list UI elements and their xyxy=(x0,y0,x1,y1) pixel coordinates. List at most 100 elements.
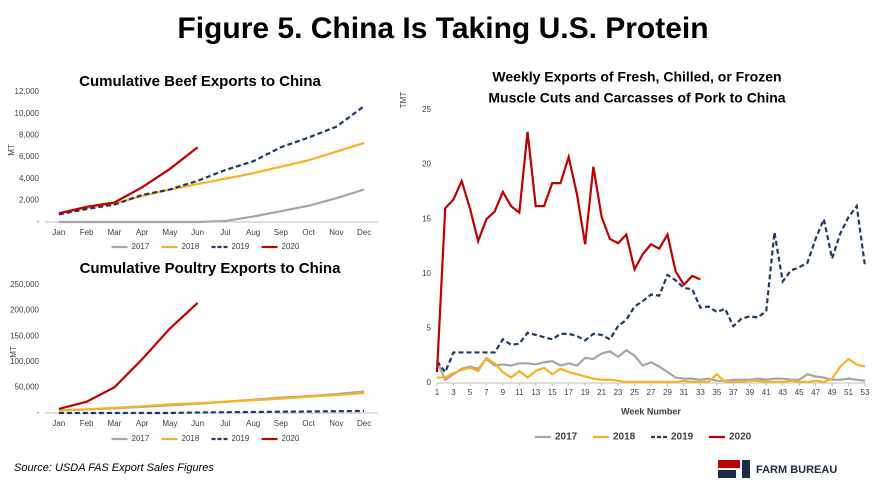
chart-title: Weekly Exports of Fresh, Chilled, or Fro… xyxy=(492,69,781,85)
x-tick-label: 13 xyxy=(531,388,540,397)
y-tick-label: 10,000 xyxy=(15,109,40,118)
x-tick-label: 23 xyxy=(614,388,623,397)
x-axis-label: Week Number xyxy=(621,406,681,416)
y-tick-label: 20 xyxy=(422,160,431,169)
logo-text: FARM BUREAU xyxy=(756,464,837,476)
source-note: Source: USDA FAS Export Sales Figures xyxy=(14,462,214,474)
series-line xyxy=(58,391,365,412)
x-tick-label: 5 xyxy=(468,388,473,397)
x-tick-label: 43 xyxy=(778,388,787,397)
x-tick-label: 37 xyxy=(729,388,738,397)
y-axis-label: TMT xyxy=(399,92,408,109)
x-tick-label: May xyxy=(162,419,177,428)
x-tick-label: 29 xyxy=(663,388,672,397)
y-tick-label: 8,000 xyxy=(19,130,40,139)
x-tick-label: Nov xyxy=(329,419,343,428)
y-tick-label: 25 xyxy=(422,105,431,114)
x-tick-label: Dec xyxy=(357,419,371,428)
x-tick-label: Apr xyxy=(136,228,149,237)
y-tick-label: 200,000 xyxy=(10,306,39,315)
x-tick-label: 1 xyxy=(435,388,440,397)
y-tick-label: 10 xyxy=(422,269,431,278)
y-tick-label: 100,000 xyxy=(10,357,39,366)
x-tick-label: May xyxy=(162,228,177,237)
x-tick-label: Sep xyxy=(274,419,289,428)
x-tick-label: 19 xyxy=(581,388,590,397)
series-line xyxy=(58,188,365,224)
x-tick-label: Feb xyxy=(80,228,94,237)
x-tick-label: Aug xyxy=(246,419,260,428)
x-tick-label: 51 xyxy=(844,388,853,397)
x-tick-label: 45 xyxy=(795,388,804,397)
y-tick-label: 15 xyxy=(422,214,431,223)
x-tick-label: Aug xyxy=(246,228,260,237)
x-tick-label: Mar xyxy=(107,419,121,428)
x-tick-label: 47 xyxy=(811,388,820,397)
legend-label: 2017 xyxy=(555,432,578,443)
x-tick-label: Dec xyxy=(357,228,371,237)
y-tick-label: 0 xyxy=(427,378,432,387)
x-tick-label: 35 xyxy=(712,388,721,397)
legend-label: 2020 xyxy=(729,432,752,443)
y-tick-label: 50,000 xyxy=(15,383,40,392)
x-tick-label: Jun xyxy=(191,419,204,428)
y-tick-label: 2,000 xyxy=(19,195,40,204)
x-tick-label: 9 xyxy=(501,388,506,397)
x-tick-label: 53 xyxy=(861,388,870,397)
x-tick-label: 31 xyxy=(679,388,688,397)
chart-title: Muscle Cuts and Carcasses of Pork to Chi… xyxy=(488,90,785,106)
legend-label: 2020 xyxy=(282,434,300,443)
x-tick-label: 41 xyxy=(762,388,771,397)
legend-label: 2017 xyxy=(132,434,150,443)
y-axis-label: MT xyxy=(9,346,18,358)
x-tick-label: Nov xyxy=(329,228,343,237)
legend-label: 2020 xyxy=(282,242,300,251)
y-axis-label: MT xyxy=(7,144,16,156)
x-tick-label: Jul xyxy=(220,228,230,237)
y-tick-label: 150,000 xyxy=(10,331,39,340)
x-tick-label: 15 xyxy=(548,388,557,397)
x-tick-label: Oct xyxy=(302,228,315,237)
chart-title: Cumulative Beef Exports to China xyxy=(79,73,321,90)
x-tick-label: Jun xyxy=(191,228,204,237)
x-tick-label: 49 xyxy=(828,388,837,397)
series-line xyxy=(58,302,199,410)
legend-label: 2017 xyxy=(132,242,150,251)
x-tick-label: 39 xyxy=(745,388,754,397)
x-tick-label: Mar xyxy=(107,228,121,237)
x-tick-label: 17 xyxy=(564,388,573,397)
series-line xyxy=(58,105,365,216)
x-tick-label: 7 xyxy=(484,388,489,397)
x-tick-label: 21 xyxy=(597,388,606,397)
y-tick-label: 250,000 xyxy=(10,280,39,289)
y-tick-label: 5 xyxy=(427,324,432,333)
series-line xyxy=(435,131,701,373)
x-tick-label: Jan xyxy=(52,228,65,237)
chart-title: Cumulative Poultry Exports to China xyxy=(80,260,342,277)
x-tick-label: 25 xyxy=(630,388,639,397)
x-tick-label: Jan xyxy=(52,419,65,428)
x-tick-label: 11 xyxy=(515,388,524,397)
x-tick-label: 27 xyxy=(647,388,656,397)
x-tick-label: 3 xyxy=(451,388,456,397)
series-line xyxy=(437,356,866,384)
legend-label: 2019 xyxy=(671,432,694,443)
x-tick-label: 33 xyxy=(696,388,705,397)
legend-label: 2018 xyxy=(613,432,636,443)
series-line xyxy=(435,348,866,382)
y-tick-label: - xyxy=(36,408,39,417)
series-line xyxy=(436,203,867,375)
y-tick-label: 4,000 xyxy=(19,174,40,183)
x-tick-label: Feb xyxy=(80,419,94,428)
legend-label: 2019 xyxy=(232,242,250,251)
page-title: Figure 5. China Is Taking U.S. Protein xyxy=(177,12,708,45)
series-line xyxy=(58,409,365,415)
x-tick-label: Oct xyxy=(302,419,315,428)
legend-label: 2018 xyxy=(182,242,200,251)
y-tick-label: 6,000 xyxy=(19,152,40,161)
legend-label: 2018 xyxy=(182,434,200,443)
y-tick-label: - xyxy=(36,217,39,226)
y-tick-label: 12,000 xyxy=(15,87,40,96)
x-tick-label: Apr xyxy=(136,419,149,428)
